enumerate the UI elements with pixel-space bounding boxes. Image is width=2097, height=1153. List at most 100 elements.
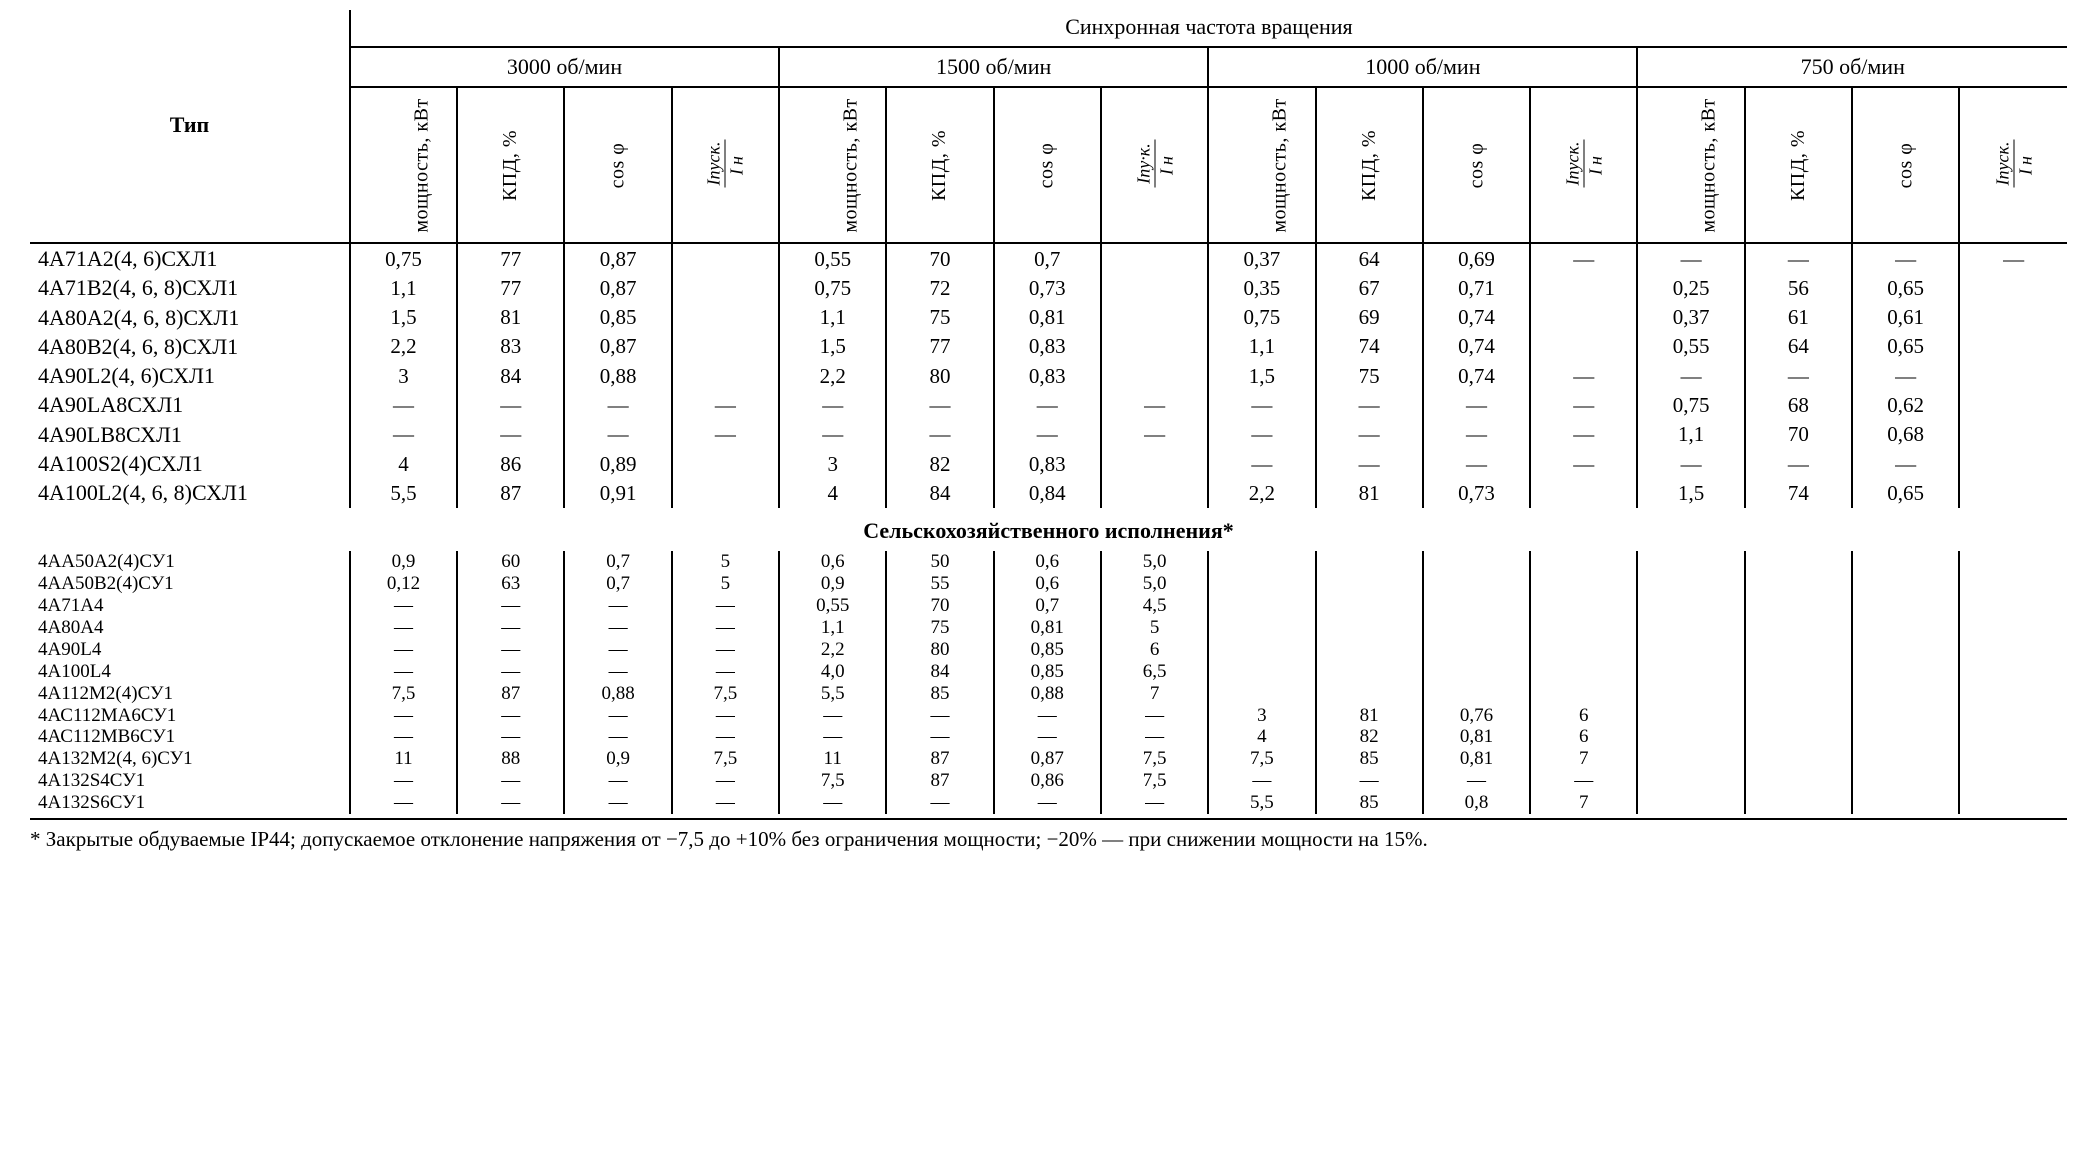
cell-value: — <box>1530 243 1637 273</box>
cell-type: 4А90LВ8СХЛ1 <box>30 420 350 449</box>
table-header: Тип Синхронная частота вращения 3000 об/… <box>30 10 2067 243</box>
cell-value: 0,8 <box>1423 792 1530 814</box>
cell-value: 84 <box>886 661 993 683</box>
table-row: 4А100L4————4,0840,856,5 <box>30 661 2067 683</box>
cell-value: 63 <box>457 573 564 595</box>
cell-value: 0,85 <box>994 639 1101 661</box>
cell-value: 0,71 <box>1423 273 1530 302</box>
cell-value <box>1101 243 1208 273</box>
table-row: 4АС112МА6СУ1————————3810,766 <box>30 705 2067 727</box>
cell-value: 0,65 <box>1852 273 1959 302</box>
cell-value <box>1745 573 1852 595</box>
cell-value: — <box>1852 243 1959 273</box>
subcol-kpd: КПД, % <box>457 87 564 243</box>
cell-value <box>1423 639 1530 661</box>
cell-value: 0,73 <box>1423 478 1530 507</box>
cell-value: 7,5 <box>779 770 886 792</box>
cell-type: 4А132S6СУ1 <box>30 792 350 814</box>
cell-value: 0,6 <box>994 551 1101 573</box>
cell-value: 3 <box>1208 705 1315 727</box>
cell-value: 7,5 <box>1101 770 1208 792</box>
cell-value: 0,89 <box>564 449 671 478</box>
cell-value: 0,87 <box>564 332 671 361</box>
motor-spec-table: Тип Синхронная частота вращения 3000 об/… <box>30 10 2067 814</box>
cell-value: 0,81 <box>1423 748 1530 770</box>
table-row: 4А80А2(4, 6, 8)СХЛ11,5810,851,1750,810,7… <box>30 303 2067 332</box>
cell-value: — <box>457 705 564 727</box>
cell-value <box>1530 551 1637 573</box>
cell-value: — <box>457 792 564 814</box>
cell-value: 1,1 <box>1208 332 1315 361</box>
cell-value: 4,5 <box>1101 595 1208 617</box>
cell-value: — <box>886 792 993 814</box>
cell-value: 0,37 <box>1208 243 1315 273</box>
cell-value: — <box>1423 390 1530 419</box>
cell-value <box>672 273 779 302</box>
cell-value: — <box>672 639 779 661</box>
cell-value <box>1208 617 1315 639</box>
cell-value: — <box>994 792 1101 814</box>
table-row: 4А112М2(4)СУ17,5870,887,55,5850,887 <box>30 683 2067 705</box>
cell-value: 70 <box>886 595 993 617</box>
cell-value: 0,68 <box>1852 420 1959 449</box>
cell-value: 84 <box>886 478 993 507</box>
table-row: 4А71А4————0,55700,74,5 <box>30 595 2067 617</box>
cell-value <box>1745 792 1852 814</box>
cell-value: 81 <box>1316 478 1423 507</box>
cell-value: — <box>1959 243 2067 273</box>
cell-value <box>1637 617 1744 639</box>
cell-value: 7,5 <box>672 683 779 705</box>
subcol-kpd: КПД, % <box>886 87 993 243</box>
cell-value: 56 <box>1745 273 1852 302</box>
table-row: 4А132М2(4, 6)СУ111880,97,511870,877,57,5… <box>30 748 2067 770</box>
cell-value <box>1745 705 1852 727</box>
cell-value: 5 <box>1101 617 1208 639</box>
cell-value: 7 <box>1530 792 1637 814</box>
cell-value: — <box>564 792 671 814</box>
subcol-kpd: КПД, % <box>1316 87 1423 243</box>
cell-value: — <box>457 726 564 748</box>
cell-value <box>672 303 779 332</box>
cell-value: 0,25 <box>1637 273 1744 302</box>
table-row: 4А90L4————2,2800,856 <box>30 639 2067 661</box>
cell-value: — <box>564 770 671 792</box>
cell-value: 72 <box>886 273 993 302</box>
cell-value: — <box>350 390 457 419</box>
cell-type: 4А90L2(4, 6)СХЛ1 <box>30 361 350 390</box>
cell-value: 5,5 <box>1208 792 1315 814</box>
cell-value: 0,62 <box>1852 390 1959 419</box>
cell-value: 0,55 <box>779 243 886 273</box>
cell-value: 0,9 <box>350 551 457 573</box>
cell-value: 0,87 <box>564 273 671 302</box>
cell-value: 4,0 <box>779 661 886 683</box>
cell-value: — <box>1423 770 1530 792</box>
cell-value: — <box>886 420 993 449</box>
cell-value: 87 <box>886 748 993 770</box>
cell-value <box>1959 792 2067 814</box>
cell-value: — <box>779 420 886 449</box>
cell-value <box>1637 639 1744 661</box>
cell-value: — <box>672 770 779 792</box>
cell-value: 1,1 <box>1637 420 1744 449</box>
cell-value <box>672 478 779 507</box>
cell-value: — <box>672 390 779 419</box>
cell-value <box>1959 617 2067 639</box>
cell-value: 0,9 <box>779 573 886 595</box>
cell-type: 4А90LА8СХЛ1 <box>30 390 350 419</box>
cell-value <box>1959 683 2067 705</box>
cell-value <box>1745 617 1852 639</box>
cell-value: 83 <box>457 332 564 361</box>
table-row: 4А90LВ8СХЛ1————————————1,1700,68 <box>30 420 2067 449</box>
cell-value <box>1959 748 2067 770</box>
cell-value: 5,0 <box>1101 551 1208 573</box>
cell-value <box>1208 661 1315 683</box>
cell-value: 0,7 <box>564 551 671 573</box>
cell-value <box>1959 361 2067 390</box>
table-row: 4А71В2(4, 6, 8)СХЛ11,1770,870,75720,730,… <box>30 273 2067 302</box>
table-row: 4АА50В2(4)СУ10,12630,750,9550,65,0 <box>30 573 2067 595</box>
cell-value: — <box>1530 449 1637 478</box>
cell-type: 4А80А4 <box>30 617 350 639</box>
cell-value: 0,55 <box>779 595 886 617</box>
cell-value <box>1852 595 1959 617</box>
cell-value <box>1101 478 1208 507</box>
